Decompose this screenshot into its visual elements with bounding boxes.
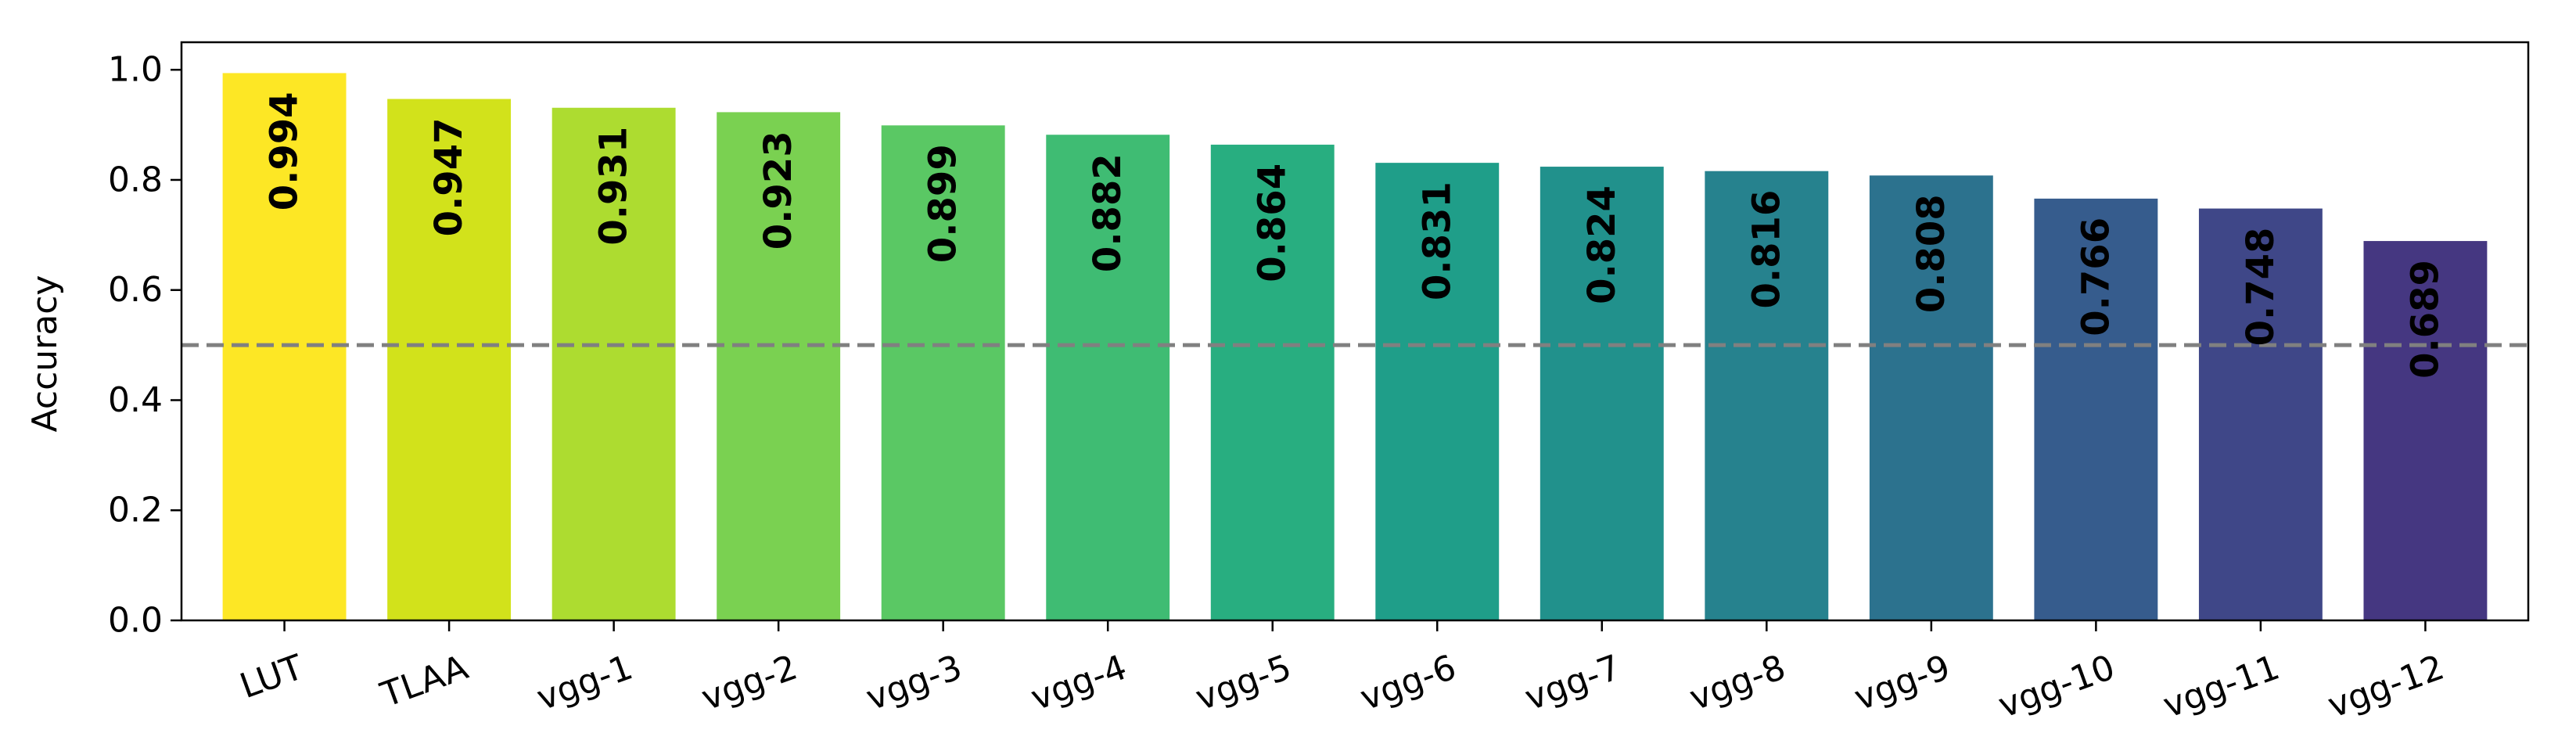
bar-value-label: 0.994 [263,92,307,210]
bar-vgg-9 [1869,175,1993,620]
bar-value-label: 0.824 [1580,185,1624,304]
bar-tlaa [387,99,512,621]
y-tick-label: 0.4 [108,380,163,420]
bar-vgg-6 [1375,163,1500,621]
x-tick-label: vgg-7 [1520,647,1626,718]
x-tick-label: vgg-2 [696,647,803,718]
bar-value-label: 0.689 [2403,260,2447,379]
x-tick-label: TLAA [375,647,472,715]
bar-value-label: 0.899 [922,144,965,263]
bar-value-label: 0.748 [2239,228,2283,347]
x-tick-label: vgg-10 [1993,647,2120,726]
y-tick-label: 0.6 [108,270,163,310]
bar-value-label: 0.864 [1251,164,1295,282]
x-tick-label: LUT [235,647,308,706]
bar-value-label: 0.816 [1744,190,1788,309]
bar-value-label: 0.931 [592,127,636,246]
y-tick-label: 1.0 [108,50,163,90]
bar-value-label: 0.831 [1415,182,1459,300]
x-tick-label: vgg-4 [1026,647,1132,718]
bar-vgg-12 [2363,241,2488,620]
x-tick-label: vgg-5 [1191,647,1297,718]
bar-vgg-3 [881,125,1005,620]
bar-vgg-2 [717,112,841,621]
x-tick-label: vgg-6 [1355,647,1461,718]
bar-vgg-8 [1705,171,1829,621]
bar-value-label: 0.766 [2074,217,2118,336]
y-tick-label: 0.8 [108,160,163,199]
y-axis-label: Accuracy [25,275,65,433]
bars-group [222,73,2488,621]
bar-vgg-5 [1210,144,1335,620]
x-tick-label: vgg-1 [532,647,638,718]
x-tick-label: vgg-3 [861,647,968,718]
x-tick-label: vgg-11 [2158,647,2285,726]
bar-vgg-4 [1046,135,1170,621]
x-tick-label: vgg-12 [2323,647,2449,726]
bar-vgg-1 [551,107,676,621]
bar-vgg-7 [1539,167,1664,620]
bar-vgg-10 [2034,198,2158,621]
bar-labels-group: 0.994 0.947 0.931 0.923 0.899 0.882 0.864 0.831… [263,92,2448,378]
bar-value-label: 0.808 [1910,194,1953,313]
x-tick-label: vgg-9 [1849,647,1956,718]
y-tick-label: 0.2 [108,491,163,530]
plot-frame [180,41,2530,622]
x-tick-label: vgg-8 [1684,647,1791,718]
bar-value-label: 0.882 [1086,153,1130,272]
bar-value-label: 0.947 [427,117,471,236]
bar-value-label: 0.923 [756,131,800,250]
bar-vgg-11 [2198,208,2323,620]
y-tick-label: 0.0 [108,601,163,641]
